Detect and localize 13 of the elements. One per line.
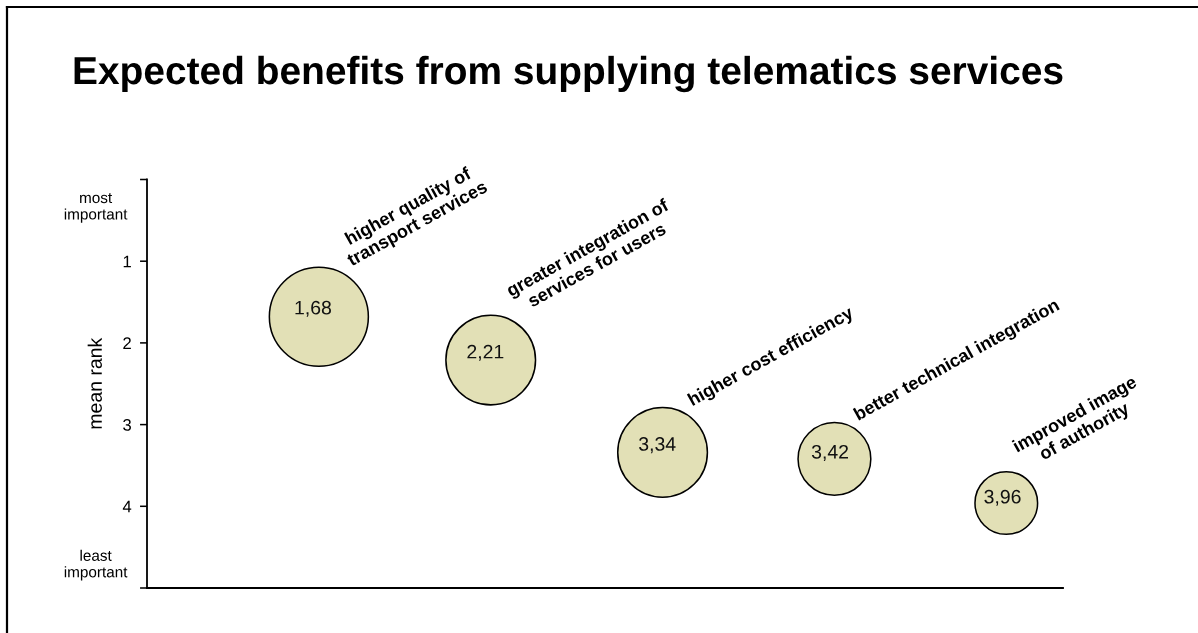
data-label: 1,68 [295,300,331,317]
data-label: 3,42 [811,444,849,461]
y-tick-label: 4 [122,500,132,513]
data-label: 2,21 [467,344,504,361]
y-tick-label: 2 [123,337,131,349]
data-label: 3,34 [639,437,676,454]
text: most important [64,193,128,223]
text: least important [64,549,128,581]
y-tick-label: 1 [123,255,131,268]
chart-title: Expected benefits from supplying telematics services [74,55,1063,93]
y-tick-label: 3 [123,419,131,431]
data-label: 3,96 [984,489,1021,506]
y-axis-title: mean rank [87,337,102,429]
